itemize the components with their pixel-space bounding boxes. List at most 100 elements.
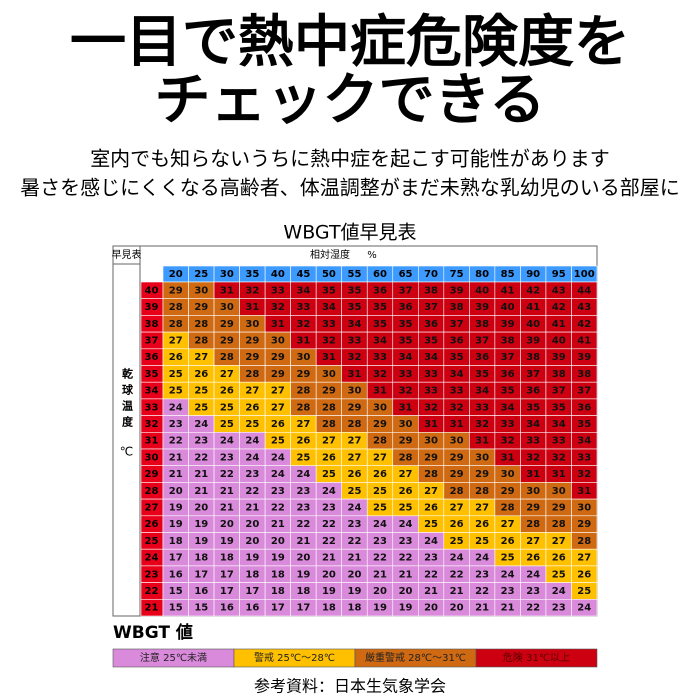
wbgt-value: 35 [475,369,489,380]
title: 一目で熱中症危険度を [70,10,630,75]
wbgt-value: 25 [194,402,208,413]
temp-value: 34 [145,386,159,397]
wbgt-value: 25 [552,569,566,580]
wbgt-value: 41 [577,335,591,346]
wbgt-value: 43 [577,302,591,313]
wbgt-value: 39 [501,319,515,330]
wbgt-value: 29 [245,335,259,346]
wbgt-value: 35 [373,302,387,313]
wbgt-value: 38 [501,335,515,346]
wbgt-value: 33 [424,386,438,397]
wbgt-value: 28 [526,519,540,530]
legend-label: 注意 25℃未満 [140,651,207,664]
wbgt-value: 17 [220,586,234,597]
wbgt-value: 34 [424,352,438,363]
wbgt-value: 19 [169,519,183,530]
wbgt-value: 38 [424,285,438,296]
temp-value: 35 [145,369,159,380]
wbgt-cell [571,598,598,617]
wbgt-value: 28 [501,502,515,513]
wbgt-value: 25 [399,502,413,513]
wbgt-value: 29 [373,419,387,430]
wbgt-value: 30 [348,386,362,397]
wbgt-value: 29 [475,469,489,480]
wbgt-value: 35 [577,419,591,430]
wbgt-value: 21 [424,586,438,597]
temp-value: 32 [145,419,159,430]
temp-value: 40 [145,285,159,296]
wbgt-value: 37 [526,369,540,380]
wbgt-value: 19 [271,553,285,564]
wbgt-value: 30 [399,419,413,430]
wbgt-value: 20 [450,603,464,614]
wbgt-value: 23 [245,469,259,480]
wbgt-value: 36 [475,352,489,363]
wbgt-value: 21 [169,469,183,480]
temp-value: 21 [145,603,159,614]
wbgt-value: 18 [296,586,310,597]
wbgt-value: 16 [194,586,208,597]
wbgt-value: 23 [501,586,515,597]
wbgt-value: 29 [271,352,285,363]
wbgt-value: 34 [526,419,540,430]
wbgt-value: 21 [373,569,387,580]
wbgt-value: 31 [424,419,438,430]
wbgt-value: 33 [475,402,489,413]
humidity-value: 90 [526,269,540,280]
wbgt-value: 28 [322,402,336,413]
wbgt-value: 37 [552,386,566,397]
wbgt-value: 27 [245,386,259,397]
wbgt-value: 29 [322,386,336,397]
humidity-value: 20 [169,269,183,280]
wbgt-value: 21 [296,536,310,547]
description: 暑さを感じにくくなる高齢者、体温調整がまだ未熟な乳幼児のいる部屋に [20,176,680,200]
wbgt-value: 25 [245,419,259,430]
wbgt-value: 29 [552,502,566,513]
wbgt-value: 16 [169,569,183,580]
wbgt-value: 20 [373,586,387,597]
wbgt-value: 20 [245,519,259,530]
wbgt-value: 25 [373,486,387,497]
wbgt-value: 22 [475,586,489,597]
wbgt-value: 17 [220,569,234,580]
wbgt-value: 25 [450,536,464,547]
wbgt-value: 22 [194,452,208,463]
wbgt-value: 41 [526,302,540,313]
wbgt-value: 24 [194,419,208,430]
wbgt-value: 16 [245,603,259,614]
wbgt-value: 28 [322,419,336,430]
wbgt-value: 34 [348,319,362,330]
wbgt-value: 30 [424,436,438,447]
wbgt-value: 28 [194,335,208,346]
wbgt-value: 29 [220,335,234,346]
wbgt-value: 26 [220,386,234,397]
wbgt-value: 20 [245,536,259,547]
wbgt-value: 22 [271,502,285,513]
wbgt-value: 32 [552,452,566,463]
wbgt-value: 24 [348,502,362,513]
wbgt-value: 35 [399,335,413,346]
wbgt-value: 30 [322,369,336,380]
wbgt-value: 29 [194,302,208,313]
wbgt-value: 20 [220,519,234,530]
wbgt-value: 33 [552,436,566,447]
wbgt-value: 21 [271,519,285,530]
wbgt-value: 32 [373,369,387,380]
wbgt-value: 34 [475,386,489,397]
wbgt-value: 34 [322,302,336,313]
wbgt-value: 27 [501,519,515,530]
wbgt-value: 17 [296,603,310,614]
wbgt-value: 34 [501,402,515,413]
wbgt-value: 28 [169,302,183,313]
wbgt-value: 23 [399,536,413,547]
wbgt-value: 23 [424,553,438,564]
wbgt-value: 28 [373,436,387,447]
wbgt-value: 35 [322,285,336,296]
temp-value: 31 [145,436,159,447]
wbgt-value: 25 [475,536,489,547]
wbgt-value: 24 [501,569,515,580]
wbgt-value: 33 [450,386,464,397]
wbgt-value: 31 [245,302,259,313]
wbgt-value: 26 [501,536,515,547]
wbgt-value: 32 [245,285,259,296]
